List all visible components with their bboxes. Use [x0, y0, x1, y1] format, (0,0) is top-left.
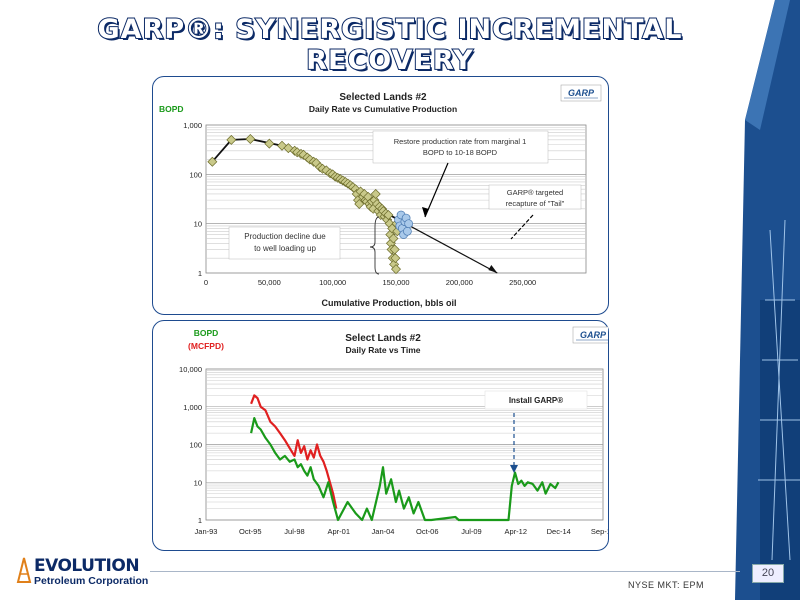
- garp-logo-text: GARP: [568, 88, 595, 98]
- chart2-subtitle: Daily Rate vs Time: [346, 345, 421, 355]
- x-tick-label: 100,000: [319, 278, 346, 287]
- gas-rate-line: [250, 394, 338, 509]
- chart-panel-1: Selected Lands #2 Daily Rate vs Cumulati…: [152, 76, 609, 315]
- install-garp-label: Install GARP®: [509, 396, 563, 405]
- annotation-restore: Restore production rate from marginal 1 …: [372, 130, 549, 218]
- svg-text:to well loading up: to well loading up: [254, 244, 316, 253]
- chart2-ylabel2: (MCFPD): [188, 341, 224, 351]
- annotation-install-garp: Install GARP®: [484, 390, 588, 473]
- x-tick-label: Jul-98: [284, 527, 304, 536]
- x-tick-label: Oct-06: [416, 527, 439, 536]
- y-tick-label: 10: [194, 478, 202, 487]
- historical-data-point: [226, 134, 237, 145]
- historical-data-point: [354, 199, 365, 210]
- slide-title: GARP®: SYNERGISTIC INCREMENTAL RECOVERY: [96, 13, 683, 77]
- garp-logo-2-text: GARP: [580, 330, 607, 340]
- historical-data-point: [383, 209, 394, 220]
- oil-rate-line: [250, 417, 560, 522]
- y-tick-label: 1,000: [183, 403, 202, 412]
- x-tick-label: 50,000: [258, 278, 281, 287]
- chart2-title: Select Lands #2: [345, 333, 421, 344]
- annotation-recapture: GARP® targeted recapture of "Tail": [488, 184, 582, 240]
- x-tick-label: 250,000: [509, 278, 536, 287]
- x-tick-label: Jan-04: [372, 527, 395, 536]
- chart1-title: Selected Lands #2: [339, 92, 427, 103]
- historical-data-point: [390, 253, 401, 264]
- svg-text:BOPD to 10-18 BOPD: BOPD to 10-18 BOPD: [423, 148, 498, 157]
- svg-text:recapture of "Tail": recapture of "Tail": [506, 199, 565, 208]
- historical-data-point: [388, 233, 399, 244]
- historical-data-point: [370, 188, 381, 199]
- rate-vs-time-chart: Select Lands #2 Daily Rate vs Time BOPD …: [179, 326, 608, 536]
- chart1-ylabel: BOPD: [159, 104, 184, 114]
- chart1-xlabel: Cumulative Production, bbls oil: [321, 298, 456, 308]
- x-tick-label: 150,000: [382, 278, 409, 287]
- x-tick-label: Jul-09: [461, 527, 481, 536]
- annotation-decline: Production decline due to well loading u…: [228, 216, 380, 275]
- company-subtitle: Petroleum Corporation: [34, 575, 149, 587]
- company-name: EVOLUTION: [34, 556, 140, 576]
- x-tick-label: Oct-95: [239, 527, 262, 536]
- page-number: 20: [752, 564, 784, 583]
- svg-text:GARP® targeted: GARP® targeted: [507, 188, 563, 197]
- x-tick-label: 0: [204, 278, 208, 287]
- footer-divider: [150, 571, 740, 572]
- chart2-ylabel: BOPD: [194, 328, 219, 338]
- x-tick-label: Jan-93: [195, 527, 218, 536]
- derrick-icon: [16, 557, 32, 583]
- y-tick-label: 100: [189, 441, 202, 450]
- svg-text:Production decline due: Production decline due: [244, 232, 326, 241]
- historical-data-point: [264, 138, 275, 149]
- x-tick-label: Apr-12: [505, 527, 528, 536]
- historical-data-point: [391, 264, 401, 275]
- x-tick-label: 200,000: [446, 278, 473, 287]
- svg-text:Restore production rate from m: Restore production rate from marginal 1: [394, 137, 527, 146]
- rate-vs-cumulative-chart: Selected Lands #2 Daily Rate vs Cumulati…: [159, 84, 602, 308]
- garp-logo: GARP: [560, 84, 602, 102]
- GARP-data-point: [404, 219, 414, 229]
- chart-panel-2: Select Lands #2 Daily Rate vs Time BOPD …: [152, 320, 609, 551]
- historical-data-point: [207, 156, 218, 167]
- x-tick-label: Dec-14: [547, 527, 571, 536]
- x-tick-label: Sep-17: [591, 527, 608, 536]
- y-tick-label: 1: [198, 516, 202, 525]
- stock-ticker: NYSE MKT: EPM: [628, 580, 705, 590]
- chart1-subtitle: Daily Rate vs Cumulative Production: [309, 104, 457, 114]
- GARP-data-point: [403, 226, 412, 236]
- y-tick-label: 10,000: [179, 365, 202, 374]
- x-tick-label: Apr-01: [328, 527, 351, 536]
- garp-logo-2: GARP: [572, 326, 608, 344]
- y-tick-label: 1,000: [183, 121, 202, 130]
- y-tick-label: 10: [194, 220, 202, 229]
- trend-line-projection: [398, 219, 498, 274]
- historical-data-point: [245, 134, 256, 145]
- y-tick-label: 100: [189, 170, 202, 179]
- y-tick-label: 1: [198, 269, 202, 278]
